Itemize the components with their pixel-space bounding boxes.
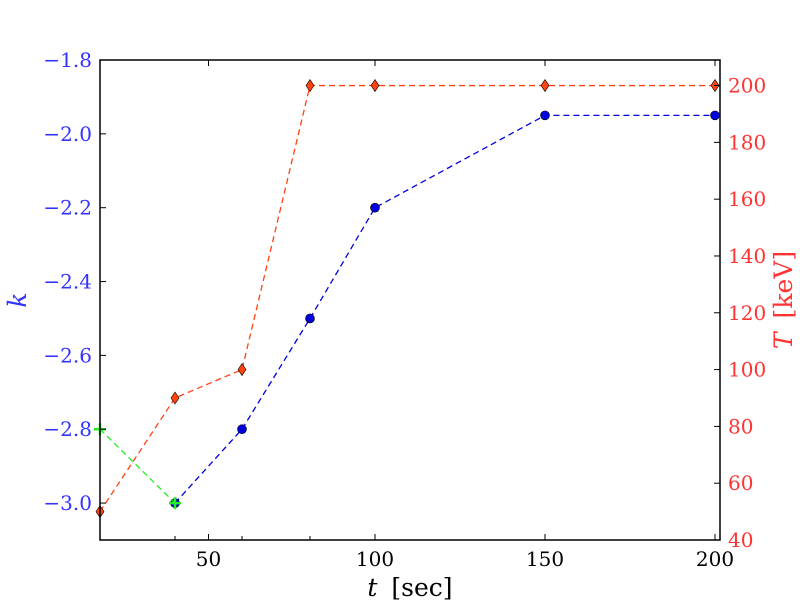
- y-left-tick-label: −2.8: [43, 417, 92, 441]
- x-tick-label: 200: [696, 547, 734, 571]
- axes-layer: 50 100 150 200 −1.8 −2.0 −2.2 −2.4 −2.6 −2.8 −3.0 4…: [43, 48, 766, 571]
- data-point: [305, 79, 315, 93]
- x-axis-var: t: [367, 573, 378, 600]
- y-left-tick-label: −2.4: [43, 270, 92, 294]
- y-right-tick-label: 120: [728, 301, 766, 325]
- y-right-axis-unit: [keV]: [769, 251, 798, 319]
- y-right-tick-label: 200: [728, 74, 766, 98]
- y-left-tick-label: −1.8: [43, 48, 92, 72]
- data-point: [237, 363, 247, 377]
- x-tick-label: 50: [196, 547, 221, 571]
- series-line: [99, 428, 176, 504]
- data-point: [305, 313, 315, 324]
- data-point: [170, 391, 180, 405]
- x-tick-label: 100: [356, 547, 394, 571]
- y-right-tick-label: 100: [728, 358, 766, 382]
- data-point: [370, 79, 380, 93]
- plot-frame: [99, 59, 721, 541]
- x-axis-unit: [sec]: [391, 573, 452, 600]
- y-left-tick-label: −2.2: [43, 196, 92, 220]
- y-right-tick-label: 40: [728, 528, 753, 552]
- y-left-tick-label: −2.0: [43, 122, 92, 146]
- data-point: [169, 497, 181, 510]
- y-right-tick-label: 180: [728, 130, 766, 154]
- series-layer: [94, 79, 720, 519]
- data-point: [237, 424, 247, 435]
- y-left-axis-var: k: [3, 292, 32, 307]
- y-right-tick-label: 140: [728, 244, 766, 268]
- y-left-tick-label: −3.0: [43, 491, 92, 515]
- y-right-tick-label: 80: [728, 414, 753, 438]
- data-point: [710, 110, 720, 121]
- y-right-axis-var: T: [769, 330, 798, 349]
- data-point: [540, 110, 550, 121]
- y-left-tick-label: −2.6: [43, 343, 92, 367]
- y-right-tick-label: 60: [728, 471, 753, 495]
- y-left-axis-label: k: [3, 292, 32, 307]
- data-point: [370, 202, 380, 213]
- series-line: [99, 84, 715, 512]
- data-point: [540, 79, 550, 93]
- series-line: [174, 114, 715, 504]
- x-tick-label: 150: [526, 547, 564, 571]
- y-right-axis-label: T [keV]: [769, 251, 798, 349]
- x-axis-label: t [sec]: [367, 573, 452, 600]
- y-right-tick-label: 160: [728, 187, 766, 211]
